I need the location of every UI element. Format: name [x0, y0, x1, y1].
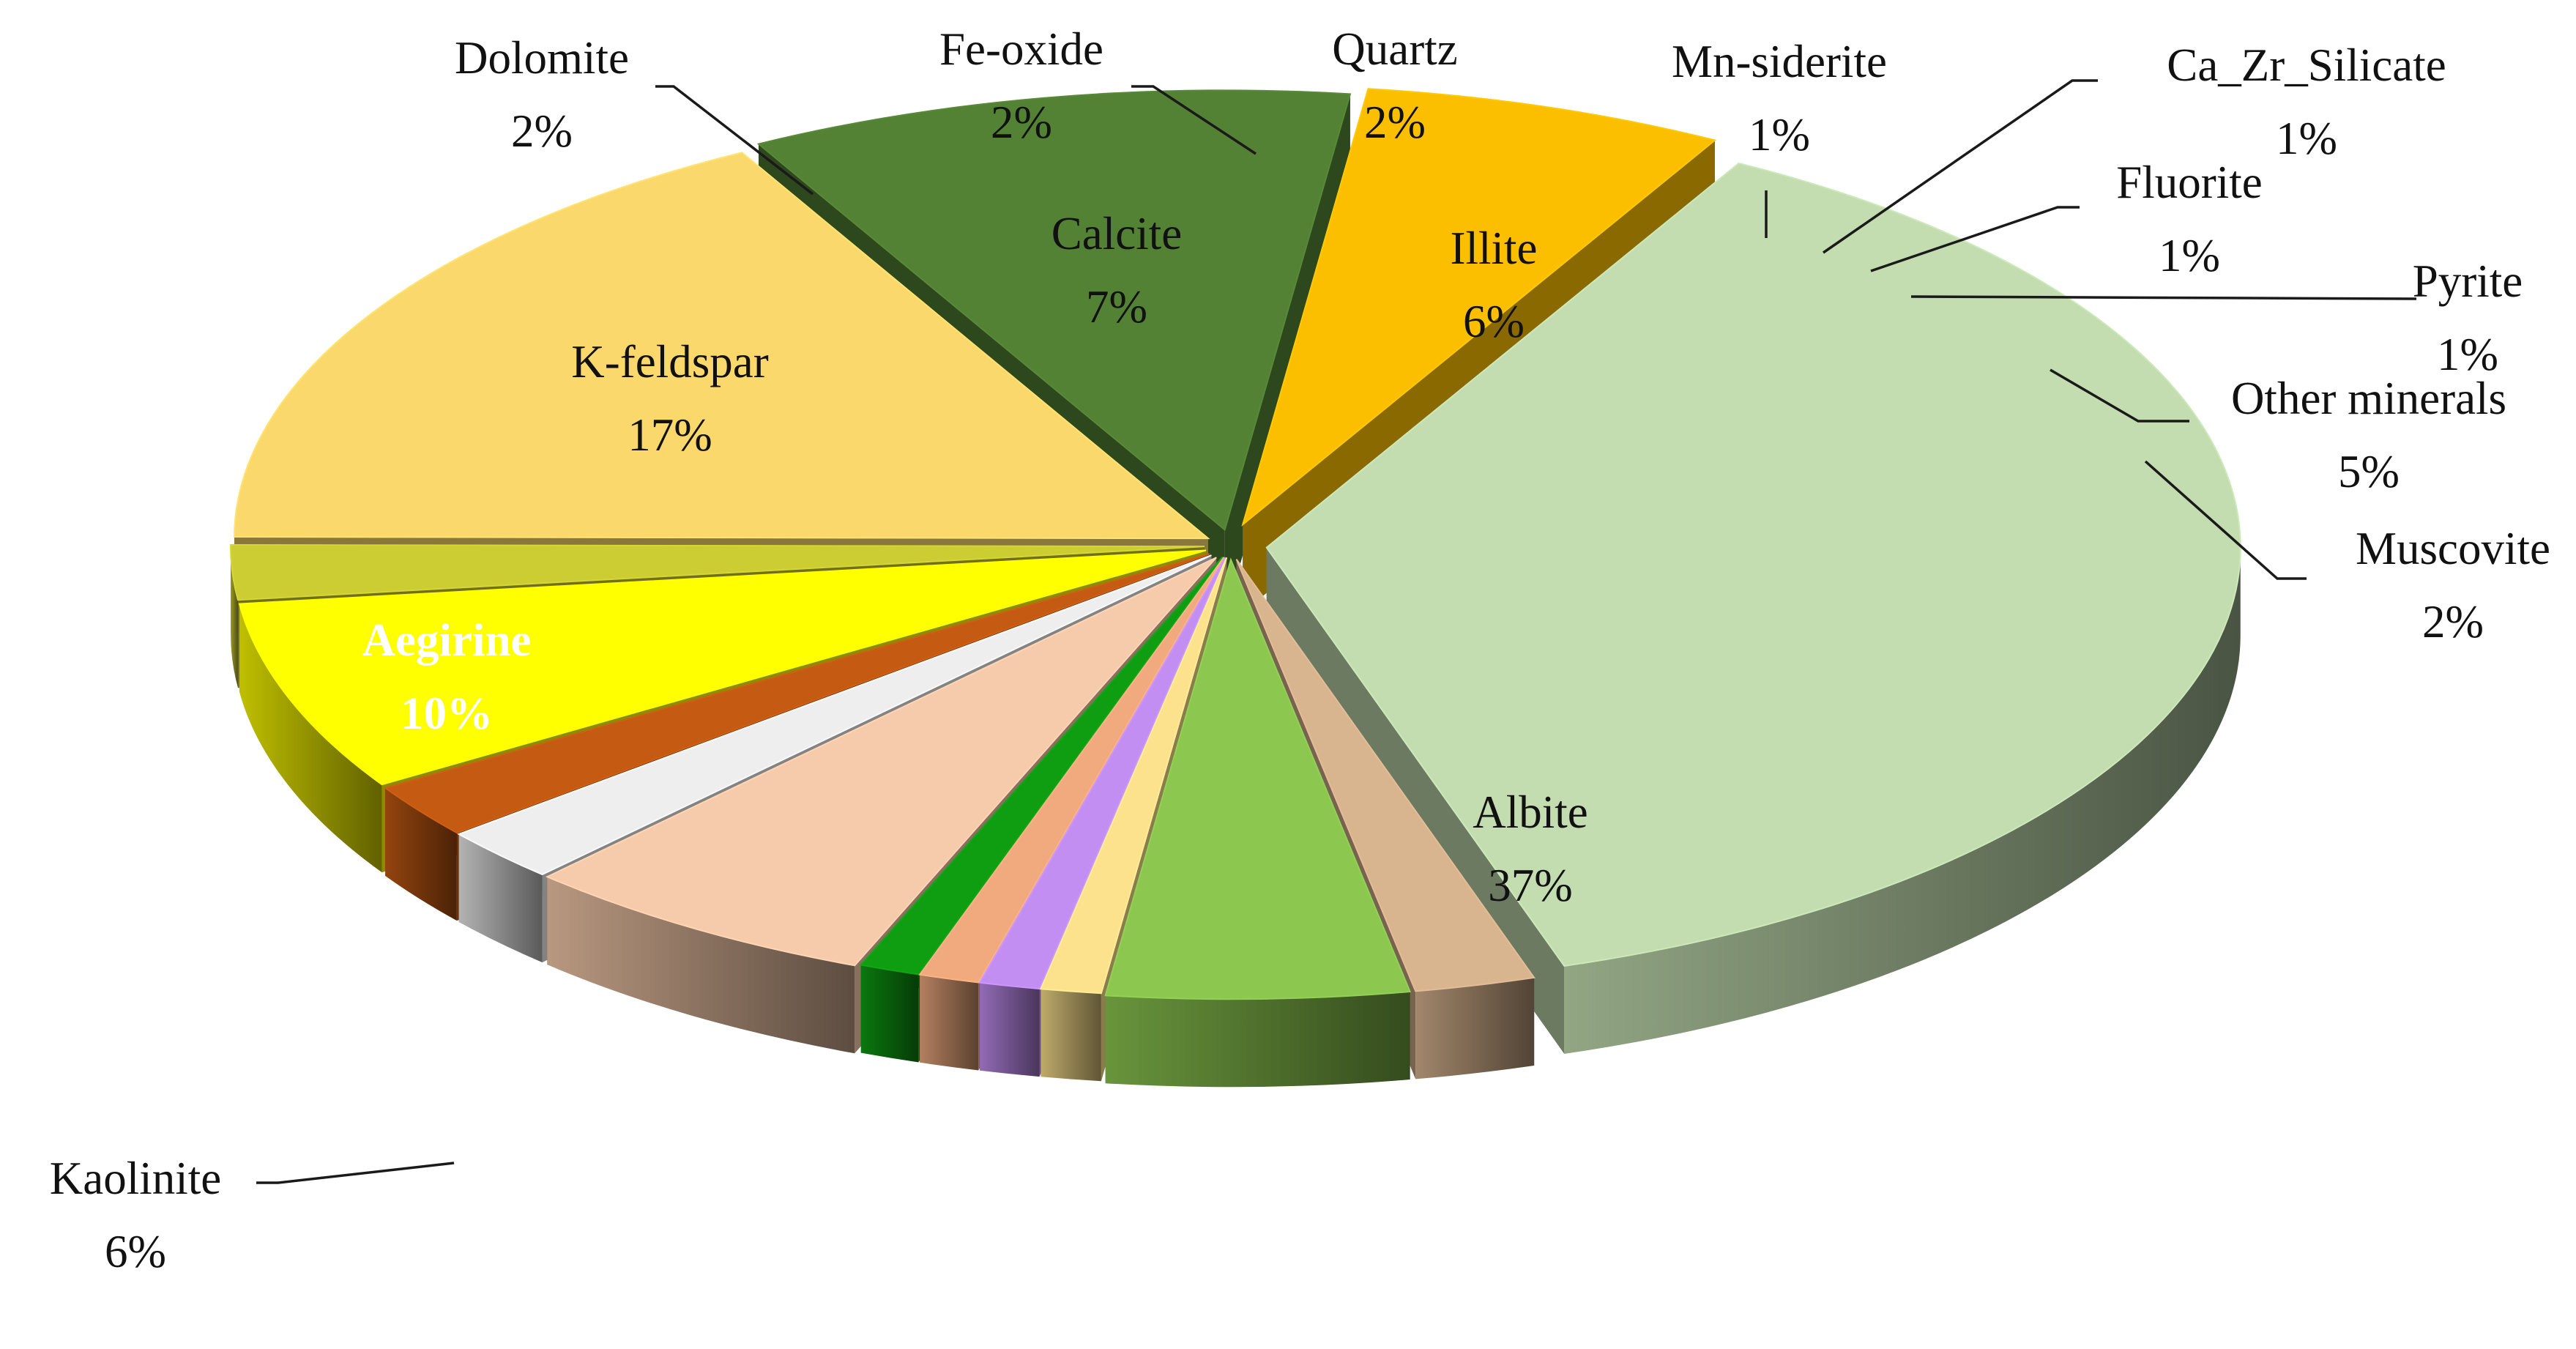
slice-side-wall [980, 982, 1040, 1077]
slice-top-other-minerals [1104, 557, 1412, 1000]
slice-label-albite: Albite 37% [1473, 787, 1587, 911]
slice-name-k-feldspar: K-feldspar [571, 336, 768, 387]
slice-percent-fluorite: 1% [2159, 230, 2220, 281]
slice-name-fluorite: Fluorite [2116, 157, 2263, 208]
slice-label-calcite: Calcite 7% [1051, 208, 1182, 332]
slice-name-quartz: Quartz [1332, 23, 1457, 75]
slice-side-wall [1564, 547, 2241, 1054]
slice-name-dolomite: Dolomite [455, 32, 629, 83]
slice-other-minerals [1104, 557, 1412, 1088]
leader-lines [256, 79, 2417, 1184]
slice-top-calcite [238, 549, 1207, 786]
slice-label-k-feldspar: K-feldspar 17% [571, 336, 768, 461]
slice-side-wall [385, 787, 457, 921]
leader-line-fe-oxide [1131, 85, 1257, 155]
slice-label-mn-siderite: Mn-siderite 1% [1672, 36, 1887, 160]
slice-label-fe-oxide: Fe-oxide 2% [939, 23, 1103, 148]
slice-percent-dolomite: 2% [511, 105, 573, 157]
slice-top-albite [1265, 162, 2241, 967]
slice-side-wall [1041, 989, 1101, 1082]
slice-top-kaolinite [1241, 88, 1717, 527]
slice-label-fluorite: Fluorite 1% [2116, 157, 2263, 281]
slice-side-wall [547, 877, 855, 1054]
slice-label-dolomite: Dolomite 2% [455, 32, 629, 157]
slice-percent-albite: 37% [1488, 860, 1572, 911]
slice-name-aegirine: Aegirine [362, 614, 532, 666]
slice-percent-calcite: 7% [1086, 281, 1147, 332]
slice-top-muscovite [1235, 559, 1535, 992]
slice-name-kaolinite: Kaolinite [50, 1153, 221, 1204]
leader-line-other-minerals [2050, 368, 2189, 423]
leader-line-ca-zr-silicate [1823, 79, 2098, 254]
slice-name-albite: Albite [1473, 787, 1587, 838]
slice-label-kaolinite: Kaolinite 6% [50, 1153, 221, 1277]
slice-name-mn-siderite: Mn-siderite [1672, 36, 1887, 87]
slice-top-aegirine [756, 89, 1352, 532]
slice-side-wall [239, 603, 382, 873]
slice-top-quartz [457, 554, 1212, 876]
slice-side-wall [1105, 992, 1410, 1088]
slice-side-wall [1415, 977, 1535, 1079]
slice-percent-k-feldspar: 17% [628, 409, 712, 461]
slice-top-illite [545, 557, 1217, 967]
slice-percent-quartz: 2% [1364, 97, 1426, 148]
slice-name-fe-oxide: Fe-oxide [939, 23, 1103, 75]
slice-top-fluorite [978, 557, 1226, 990]
slice-label-ca-zr-silicate: Ca_Zr_Silicate 1% [2167, 40, 2446, 164]
slice-label-illite: Illite 6% [1451, 223, 1538, 347]
slice-top-fe-oxide [383, 553, 1210, 834]
slice-top-dolomite [230, 544, 1205, 601]
leader-line-pyrite [1910, 295, 2417, 300]
slice-labels: Albite 37% Muscovite 2% Other minerals 5% Pyri… [50, 23, 2550, 1277]
slice-side-wall [458, 833, 543, 963]
slice-label-pyrite: Pyrite 1% [2413, 256, 2523, 380]
slice-top-k-feldspar [233, 152, 1210, 540]
slice-top-ca-zr-silicate [918, 557, 1225, 984]
slice-percent-muscovite: 2% [2422, 596, 2484, 647]
slice-percent-pyrite: 1% [2437, 329, 2498, 380]
slice-side-wall [860, 965, 919, 1063]
slice-label-quartz: Quartz 2% [1332, 23, 1457, 148]
leader-line-dolomite [655, 85, 814, 196]
slice-percent-aegirine: 10% [401, 688, 493, 739]
slice-name-calcite: Calcite [1051, 208, 1182, 259]
slice-top-mn-siderite [859, 556, 1224, 975]
slice-percent-mn-siderite: 1% [1749, 109, 1810, 160]
slice-side-wall [920, 974, 979, 1071]
slice-name-other-minerals: Other minerals [2231, 373, 2506, 424]
slice-label-other-minerals: Other minerals 5% [2231, 373, 2506, 497]
slice-percent-fe-oxide: 2% [991, 97, 1052, 148]
slice-label-aegirine: Aegirine 10% [362, 614, 532, 739]
slice-top-pyrite [1039, 557, 1228, 995]
slice-percent-other-minerals: 5% [2338, 446, 2400, 497]
slice-side-wall [231, 546, 238, 688]
slice-name-ca-zr-silicate: Ca_Zr_Silicate [2167, 40, 2446, 91]
leader-line-fluorite [1870, 206, 2080, 272]
slice-name-illite: Illite [1451, 223, 1538, 274]
slice-name-muscovite: Muscovite [2356, 523, 2550, 574]
slice-label-muscovite: Muscovite 2% [2356, 523, 2550, 647]
slice-percent-illite: 6% [1463, 296, 1525, 347]
slice-percent-ca-zr-silicate: 1% [2276, 113, 2337, 164]
slice-name-pyrite: Pyrite [2413, 256, 2523, 307]
leader-line-kaolinite [256, 1162, 455, 1184]
leader-line-muscovite [2144, 460, 2307, 580]
slice-percent-kaolinite: 6% [105, 1226, 166, 1277]
pie-slices [230, 88, 2241, 1088]
